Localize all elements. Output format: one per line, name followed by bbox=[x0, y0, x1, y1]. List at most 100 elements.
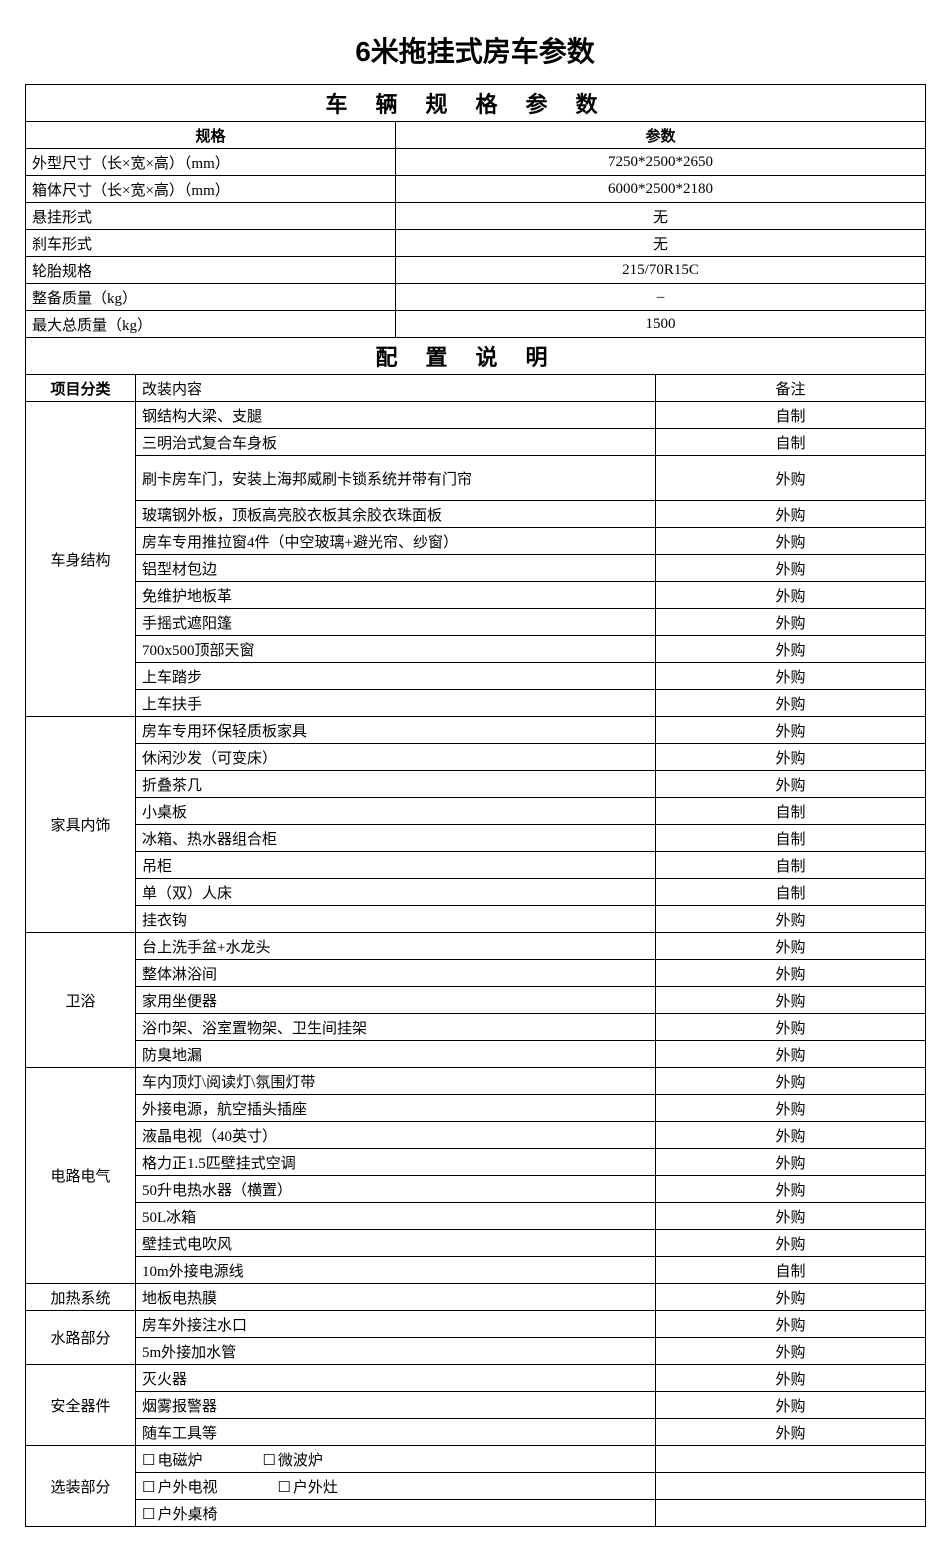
cfg-content: 50L冰箱 bbox=[136, 1203, 656, 1230]
cfg-content: 折叠茶几 bbox=[136, 771, 656, 798]
cfg-content: 外接电源，航空插头插座 bbox=[136, 1095, 656, 1122]
cfg-note: 外购 bbox=[656, 717, 926, 744]
spec-label: 整备质量（kg） bbox=[26, 284, 396, 311]
cfg-note: 外购 bbox=[656, 636, 926, 663]
cfg-note: 外购 bbox=[656, 582, 926, 609]
spec-header-label: 规格 bbox=[26, 122, 396, 149]
option-item: 户外灶 bbox=[277, 1476, 337, 1497]
cfg-note: 外购 bbox=[656, 1230, 926, 1257]
cfg-note: 自制 bbox=[656, 798, 926, 825]
cfg-content: 烟雾报警器 bbox=[136, 1392, 656, 1419]
spec-value: – bbox=[396, 284, 926, 311]
main-table: 车辆规格参数规格参数外型尺寸（长×宽×高）（mm）7250*2500*2650箱… bbox=[25, 84, 926, 1527]
spec-label: 悬挂形式 bbox=[26, 203, 396, 230]
cfg-content: 50升电热水器（横置） bbox=[136, 1176, 656, 1203]
cfg-content: 700x500顶部天窗 bbox=[136, 636, 656, 663]
cfg-note: 外购 bbox=[656, 690, 926, 717]
cfg-note: 外购 bbox=[656, 1338, 926, 1365]
cfg-content: 小桌板 bbox=[136, 798, 656, 825]
cfg-content: 休闲沙发（可变床） bbox=[136, 744, 656, 771]
cfg-content: 液晶电视（40英寸） bbox=[136, 1122, 656, 1149]
cfg-note: 外购 bbox=[656, 771, 926, 798]
cfg-note: 外购 bbox=[656, 1149, 926, 1176]
cfg-note: 外购 bbox=[656, 1365, 926, 1392]
section-vehicle-spec: 车辆规格参数 bbox=[26, 85, 926, 122]
cfg-note: 外购 bbox=[656, 501, 926, 528]
cfg-note: 外购 bbox=[656, 1311, 926, 1338]
cfg-header-content: 改装内容 bbox=[136, 375, 656, 402]
cfg-note: 外购 bbox=[656, 906, 926, 933]
cfg-note: 自制 bbox=[656, 1257, 926, 1284]
cfg-content: 整体淋浴间 bbox=[136, 960, 656, 987]
cfg-category-options: 选装部分 bbox=[26, 1446, 136, 1527]
cfg-category: 车身结构 bbox=[26, 402, 136, 717]
spec-value: 无 bbox=[396, 203, 926, 230]
cfg-content: 三明治式复合车身板 bbox=[136, 429, 656, 456]
spec-label: 轮胎规格 bbox=[26, 257, 396, 284]
cfg-note: 外购 bbox=[656, 528, 926, 555]
cfg-content: 冰箱、热水器组合柜 bbox=[136, 825, 656, 852]
cfg-content: 5m外接加水管 bbox=[136, 1338, 656, 1365]
cfg-content: 防臭地漏 bbox=[136, 1041, 656, 1068]
option-row: 户外电视户外灶 bbox=[136, 1473, 656, 1500]
spec-header-value: 参数 bbox=[396, 122, 926, 149]
cfg-category: 加热系统 bbox=[26, 1284, 136, 1311]
cfg-note: 外购 bbox=[656, 555, 926, 582]
cfg-note: 自制 bbox=[656, 429, 926, 456]
cfg-content: 吊柜 bbox=[136, 852, 656, 879]
cfg-note: 外购 bbox=[656, 1095, 926, 1122]
cfg-content: 车内顶灯\阅读灯\氛围灯带 bbox=[136, 1068, 656, 1095]
cfg-content: 浴巾架、浴室置物架、卫生间挂架 bbox=[136, 1014, 656, 1041]
cfg-note: 外购 bbox=[656, 609, 926, 636]
spec-value: 无 bbox=[396, 230, 926, 257]
cfg-content: 10m外接电源线 bbox=[136, 1257, 656, 1284]
cfg-content: 灭火器 bbox=[136, 1365, 656, 1392]
spec-label: 刹车形式 bbox=[26, 230, 396, 257]
cfg-content: 家用坐便器 bbox=[136, 987, 656, 1014]
cfg-content: 玻璃钢外板，顶板高亮胶衣板其余胶衣珠面板 bbox=[136, 501, 656, 528]
cfg-content: 壁挂式电吹风 bbox=[136, 1230, 656, 1257]
cfg-note: 外购 bbox=[656, 1419, 926, 1446]
cfg-note: 外购 bbox=[656, 1176, 926, 1203]
cfg-content: 台上洗手盆+水龙头 bbox=[136, 933, 656, 960]
cfg-content: 房车外接注水口 bbox=[136, 1311, 656, 1338]
cfg-content: 免维护地板革 bbox=[136, 582, 656, 609]
cfg-content: 随车工具等 bbox=[136, 1419, 656, 1446]
cfg-note: 外购 bbox=[656, 1068, 926, 1095]
cfg-content: 挂衣钩 bbox=[136, 906, 656, 933]
cfg-content: 房车专用推拉窗4件（中空玻璃+避光帘、纱窗） bbox=[136, 528, 656, 555]
cfg-header-note: 备注 bbox=[656, 375, 926, 402]
spec-value: 7250*2500*2650 bbox=[396, 149, 926, 176]
cfg-category: 家具内饰 bbox=[26, 717, 136, 933]
cfg-content: 手摇式遮阳篷 bbox=[136, 609, 656, 636]
cfg-note: 外购 bbox=[656, 1041, 926, 1068]
option-item: 微波炉 bbox=[262, 1449, 322, 1470]
cfg-content: 铝型材包边 bbox=[136, 555, 656, 582]
cfg-note: 外购 bbox=[656, 1203, 926, 1230]
cfg-category: 安全器件 bbox=[26, 1365, 136, 1446]
cfg-content: 钢结构大梁、支腿 bbox=[136, 402, 656, 429]
option-row: 户外桌椅 bbox=[136, 1500, 656, 1527]
spec-label: 外型尺寸（长×宽×高）（mm） bbox=[26, 149, 396, 176]
cfg-content: 地板电热膜 bbox=[136, 1284, 656, 1311]
cfg-note: 自制 bbox=[656, 402, 926, 429]
cfg-note: 外购 bbox=[656, 1392, 926, 1419]
cfg-content: 格力正1.5匹壁挂式空调 bbox=[136, 1149, 656, 1176]
cfg-note: 外购 bbox=[656, 744, 926, 771]
spec-label: 最大总质量（kg） bbox=[26, 311, 396, 338]
spec-value: 6000*2500*2180 bbox=[396, 176, 926, 203]
spec-label: 箱体尺寸（长×宽×高）（mm） bbox=[26, 176, 396, 203]
cfg-content: 刷卡房车门，安装上海邦威刷卡锁系统并带有门帘 bbox=[136, 456, 656, 501]
section-config: 配置说明 bbox=[26, 338, 926, 375]
cfg-header-category: 项目分类 bbox=[26, 375, 136, 402]
option-row: 电磁炉 微波炉 bbox=[136, 1446, 656, 1473]
spec-value: 1500 bbox=[396, 311, 926, 338]
cfg-content: 上车踏步 bbox=[136, 663, 656, 690]
cfg-note: 外购 bbox=[656, 663, 926, 690]
cfg-note: 外购 bbox=[656, 987, 926, 1014]
option-item: 电磁炉 bbox=[142, 1449, 202, 1470]
cfg-content: 上车扶手 bbox=[136, 690, 656, 717]
cfg-note-empty bbox=[656, 1473, 926, 1500]
cfg-note-empty bbox=[656, 1446, 926, 1473]
spec-value: 215/70R15C bbox=[396, 257, 926, 284]
